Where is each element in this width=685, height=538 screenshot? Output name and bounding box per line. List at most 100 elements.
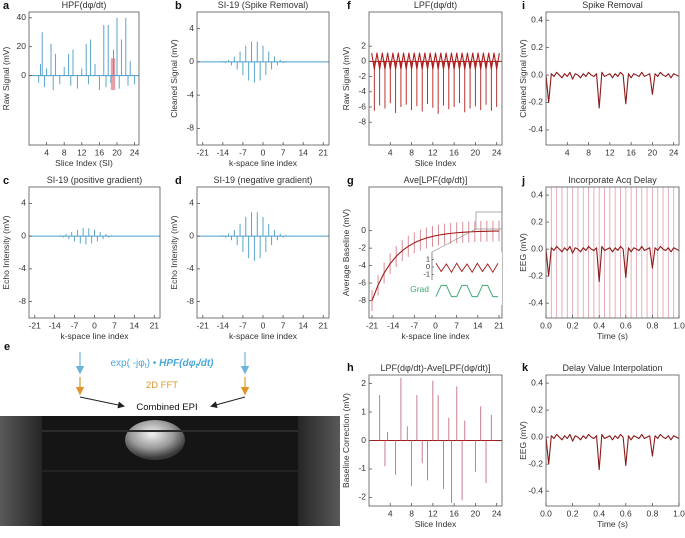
y-tick-label: 0: [361, 225, 366, 235]
y-tick-label: 0.0: [531, 69, 543, 79]
x-tick-label: 20: [112, 147, 122, 157]
y-tick-label: 4: [189, 23, 194, 33]
y-tick-label: -8: [186, 296, 194, 306]
axes-frame: [196, 11, 330, 146]
x-tick-label: 21: [319, 320, 329, 330]
x-tick-label: 12: [77, 147, 87, 157]
x-tick-label: 8: [409, 147, 414, 157]
x-tick-label: 1.0: [673, 508, 685, 518]
panel-letter: k: [522, 362, 529, 374]
image-artifact: [298, 416, 340, 526]
series-line: [546, 71, 679, 109]
x-tick-label: 4: [388, 147, 393, 157]
x-axis-label: k-space line index: [229, 158, 298, 168]
x-tick-label: 12: [428, 508, 438, 518]
x-axis-label: k-space line index: [401, 331, 470, 341]
x-tick-label: 0.4: [593, 320, 605, 330]
y-tick-label: 0.4: [531, 189, 543, 199]
panel-i: i Spike Removal Cleaned Signal (mV) 0.4 0.2 0…: [518, 0, 680, 157]
x-tick-label: -21: [197, 147, 210, 157]
panel-letter: g: [347, 175, 354, 187]
y-tick-label: -8: [18, 296, 26, 306]
axes-frame: [545, 11, 680, 146]
x-tick-label: 8: [586, 147, 591, 157]
x-tick-label: 24: [492, 508, 502, 518]
series-line: [371, 52, 500, 70]
formula-part: t: [196, 363, 199, 370]
y-tick-label: -0.4: [528, 485, 543, 495]
y-axis-label: EEG (mV): [518, 421, 528, 460]
plot-area: [29, 17, 139, 91]
x-axis-label: Slice Index: [415, 158, 457, 168]
x-tick-label: 21: [150, 320, 160, 330]
x-tick-label: 21: [319, 147, 329, 157]
panel-e: e exp( -jφt) • HPF(dφt/dt) 2D FFT Combin…: [0, 341, 340, 526]
y-tick-label: -4: [186, 263, 194, 273]
x-tick-label: -21: [29, 320, 42, 330]
inset-line: [435, 262, 499, 274]
y-tick-label: 2: [361, 40, 366, 50]
chart-title: LPF(dφ/dt)-Ave[LPF(dφ/dt)]: [380, 363, 490, 373]
plot-area: [371, 220, 500, 312]
panel-letter: a: [3, 0, 10, 12]
x-tick-label: -7: [411, 320, 419, 330]
panel-f: f LPF(dφ/dt)Raw Signal (mV)Slice Index20-…: [341, 0, 503, 168]
y-tick-label: 0.2: [531, 404, 543, 414]
panel-letter: b: [175, 0, 182, 12]
y-tick-label: 0: [21, 230, 26, 240]
grad-line: [435, 284, 498, 298]
y-tick-label: -8: [186, 123, 194, 133]
plot-area: [197, 41, 329, 83]
callout-line: [431, 228, 477, 253]
x-tick-label: 7: [281, 320, 286, 330]
x-tick-label: -7: [71, 320, 79, 330]
chart-title: Ave[LPF(dφ/dt)]: [404, 175, 468, 185]
x-tick-label: 16: [95, 147, 105, 157]
y-tick-label: -2: [358, 492, 366, 502]
panel-b: b SI-19 (Spike Removal) Cleaned Signal (mV…: [169, 0, 330, 168]
x-tick-label: 0: [92, 320, 97, 330]
x-tick-label: 0.6: [620, 320, 632, 330]
arrow: [210, 396, 246, 409]
y-axis-label: Echo Intensity (mV): [1, 215, 11, 289]
y-axis-label: Raw Signal (mV): [1, 46, 11, 110]
chart-title: SI-19 (negative gradient): [213, 175, 312, 185]
x-tick-label: 7: [112, 320, 117, 330]
chart-title: Delay Value Interpolation: [563, 363, 663, 373]
chart-title: SI-19 (positive gradient): [47, 175, 143, 185]
inset-tick-label: 1: [426, 254, 430, 263]
y-tick-label: -4: [358, 260, 366, 270]
y-tick-label: 0: [361, 56, 366, 66]
axes-frame: [545, 186, 680, 319]
x-tick-label: 24: [669, 147, 679, 157]
x-axis-label: k-space line index: [60, 331, 129, 341]
inset-tick-label: 0: [426, 262, 430, 271]
y-tick-label: 0: [189, 56, 194, 66]
y-tick-label: -8: [358, 116, 366, 126]
y-tick-label: 0.4: [531, 377, 543, 387]
series-line: [546, 245, 679, 283]
x-tick-label: 8: [62, 147, 67, 157]
chart-title: Incorporate Acq Delay: [568, 175, 657, 185]
y-axis-label: Baseline Correction (mV): [341, 393, 351, 488]
formula-part: t: [145, 363, 147, 370]
x-axis-label: Time (s): [597, 519, 628, 529]
x-axis-label: Slice Index: [415, 519, 457, 529]
y-tick-label: -0.4: [528, 124, 543, 134]
x-axis-label: Time (s): [597, 331, 628, 341]
x-tick-label: -14: [217, 147, 230, 157]
grad-label: Grad: [410, 284, 429, 294]
y-tick-label: -6: [358, 101, 366, 111]
panel-letter: f: [347, 0, 351, 12]
y-tick-label: -0.4: [528, 297, 543, 307]
panel-d: d SI-19 (negative gradient) Echo Intensity…: [169, 175, 330, 341]
y-tick-label: 0: [189, 230, 194, 240]
x-tick-label: 4: [388, 508, 393, 518]
panel-letter: d: [175, 175, 182, 187]
formula-part: /dt): [197, 358, 214, 369]
panel-a: a HPF(dφ/dt) Raw Signal (mV) Slice Index (S…: [1, 0, 140, 168]
x-tick-label: -7: [239, 147, 247, 157]
y-tick-label: 0: [361, 435, 366, 445]
panel-letter: c: [3, 175, 9, 187]
